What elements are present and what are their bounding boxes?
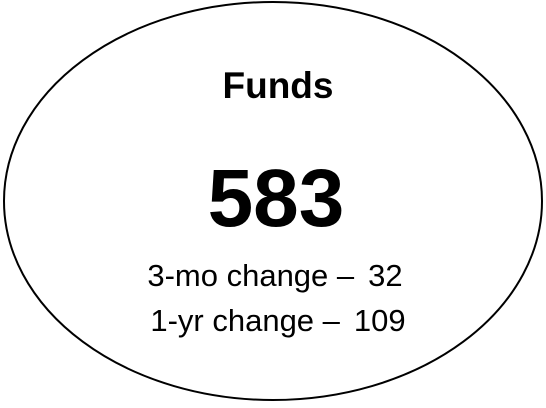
- change-line: 1-yr change – 109: [150, 303, 405, 338]
- ellipse: [3, 1, 543, 401]
- change-label: 1-yr change –: [150, 303, 340, 338]
- change-value: 109: [354, 303, 406, 338]
- change-value: 32: [368, 258, 402, 293]
- change-label: 3-mo change –: [147, 258, 355, 293]
- title: Funds: [223, 65, 334, 106]
- total: 583: [208, 153, 345, 244]
- change-line: 3-mo change – 32: [147, 258, 402, 293]
